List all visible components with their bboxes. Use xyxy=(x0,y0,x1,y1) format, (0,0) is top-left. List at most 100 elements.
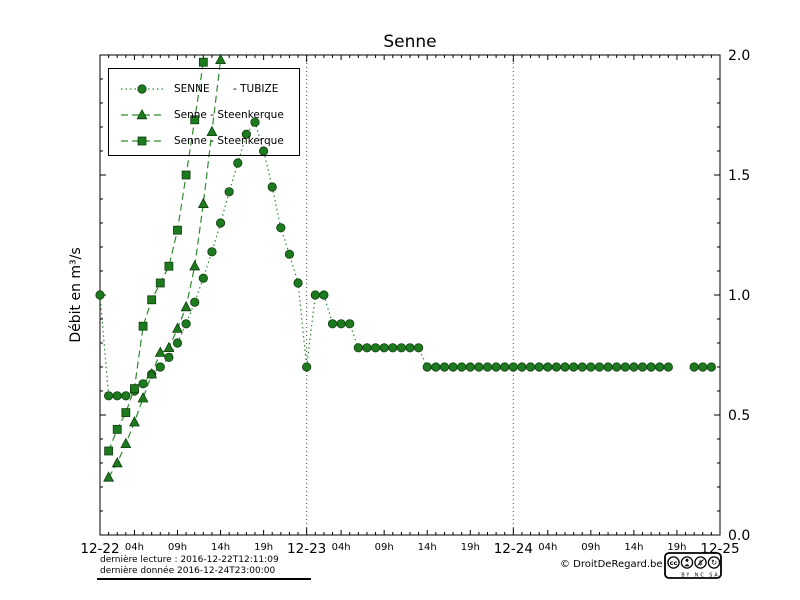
data-point xyxy=(396,343,406,353)
svg-text:cc: cc xyxy=(670,559,678,567)
data-point xyxy=(302,362,312,372)
sa-arrow-icon xyxy=(707,556,721,569)
data-point xyxy=(138,321,148,331)
data-point xyxy=(121,408,131,418)
data-point xyxy=(474,362,484,372)
legend: SENNE - TUBIZE Senne - Steenkerque Senne… xyxy=(108,68,300,156)
data-point xyxy=(198,57,208,67)
last-reading-text: dernière lecture : 2016-12-22T12:11:09 xyxy=(100,555,279,565)
data-point xyxy=(560,362,570,372)
copyright-text: © DroitDeRegard.be xyxy=(560,559,663,570)
data-point xyxy=(465,362,475,372)
data-point xyxy=(284,249,295,259)
x-day-label: 12-22 xyxy=(80,541,119,557)
data-point xyxy=(293,278,303,288)
data-point xyxy=(164,352,174,362)
data-point xyxy=(517,362,527,372)
data-point xyxy=(362,343,372,353)
data-point xyxy=(198,273,208,283)
data-point xyxy=(586,362,596,372)
data-point xyxy=(612,362,622,372)
cc-caption: BY NC SA xyxy=(681,573,719,579)
data-point xyxy=(181,319,191,329)
data-point xyxy=(112,391,122,401)
data-point xyxy=(137,392,149,403)
data-point xyxy=(207,247,217,257)
x-hour-label: 09h xyxy=(375,542,394,553)
data-point xyxy=(112,424,122,434)
data-point xyxy=(422,362,432,372)
data-point xyxy=(147,295,157,305)
data-point xyxy=(543,362,553,372)
data-point xyxy=(646,362,656,372)
nc-dollar-icon xyxy=(694,556,707,569)
legend-label-steenkerque-1: Senne - Steenkerque xyxy=(174,109,284,121)
x-hour-label: 14h xyxy=(211,542,230,553)
data-point xyxy=(104,446,114,456)
series-steenkerque-2 xyxy=(104,57,208,456)
data-point xyxy=(95,290,105,300)
data-point xyxy=(603,362,613,372)
data-point xyxy=(138,379,148,389)
data-point xyxy=(190,115,200,125)
data-point xyxy=(327,319,338,329)
data-point xyxy=(276,223,286,233)
legend-sample-triangle-icon xyxy=(121,108,163,120)
data-point xyxy=(189,260,201,271)
data-point xyxy=(206,125,218,137)
x-hour-label: 19h xyxy=(667,542,686,553)
data-point xyxy=(336,319,346,329)
data-point xyxy=(241,129,251,139)
data-point xyxy=(345,319,355,329)
legend-item-steenkerque-2: Senne - Steenkerque xyxy=(109,128,299,154)
data-point xyxy=(104,391,114,401)
y-tick-label: 2.0 xyxy=(728,48,750,64)
y-tick-label: 1.0 xyxy=(728,288,750,304)
footer-rule xyxy=(97,578,311,580)
data-point xyxy=(154,346,166,357)
legend-item-tubize: SENNE - TUBIZE xyxy=(109,76,299,102)
axis-ticks xyxy=(99,54,721,536)
legend-sample-circle-icon xyxy=(121,84,163,94)
series-tubize xyxy=(95,117,716,401)
legend-item-steenkerque-1: Senne - Steenkerque xyxy=(109,102,299,128)
data-point xyxy=(121,391,131,401)
x-hour-label: 09h xyxy=(581,542,600,553)
day-gridlines xyxy=(306,55,514,535)
data-point xyxy=(698,362,708,372)
chart-title: Senne xyxy=(383,32,436,52)
data-point xyxy=(130,384,139,394)
x-hour-label: 14h xyxy=(418,542,437,553)
data-point xyxy=(706,362,716,372)
data-point xyxy=(103,471,115,482)
legend-label-steenkerque-2: Senne - Steenkerque xyxy=(174,135,284,147)
x-day-label: 12-23 xyxy=(287,541,326,557)
data-point xyxy=(172,322,183,333)
y-tick-label: 0.5 xyxy=(728,408,750,424)
last-data-text: dernière donnée 2016-12-24T23:00:00 xyxy=(100,565,276,576)
data-point xyxy=(457,362,467,372)
data-point xyxy=(181,170,191,180)
data-point xyxy=(525,362,536,372)
data-point xyxy=(215,53,227,64)
x-hour-label: 14h xyxy=(624,542,643,553)
data-point xyxy=(414,343,424,353)
data-point xyxy=(164,261,174,271)
series-steenkerque-1 xyxy=(103,53,227,482)
data-point xyxy=(431,362,441,372)
legend-label-tubize: SENNE - TUBIZE xyxy=(174,83,279,95)
data-point xyxy=(267,182,277,192)
data-point xyxy=(197,197,209,209)
data-point xyxy=(551,362,561,372)
x-hour-label: 19h xyxy=(254,542,273,553)
data-point xyxy=(482,362,493,372)
data-point xyxy=(448,362,458,372)
data-point xyxy=(577,362,587,372)
data-point xyxy=(224,187,234,197)
x-hour-label: 04h xyxy=(538,542,557,553)
data-point xyxy=(620,362,630,372)
data-point xyxy=(655,362,665,372)
data-point xyxy=(190,297,200,307)
